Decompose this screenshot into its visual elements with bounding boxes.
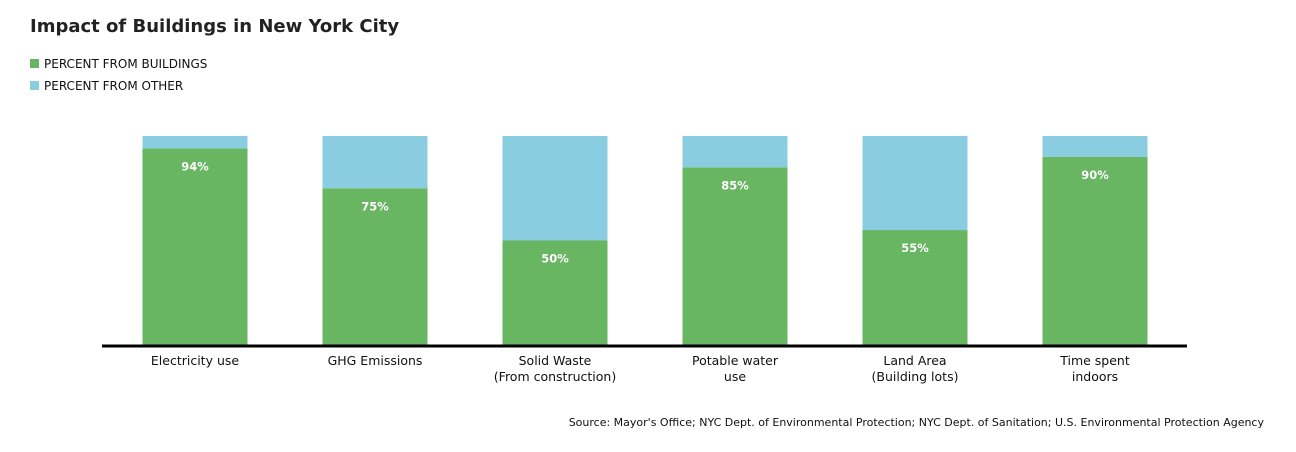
x-tick-label: Land Area (Building lots) (871, 353, 959, 384)
value-label: 90% (1081, 168, 1109, 182)
value-label: 55% (901, 241, 929, 255)
x-tick-label: Solid Waste (From construction) (493, 353, 617, 384)
bar-segment (682, 167, 788, 345)
x-tick-label: Time spent indoors (1060, 353, 1130, 384)
x-tick-label: Electricity use (150, 353, 240, 368)
value-label: 75% (361, 199, 389, 213)
bar-segment (862, 136, 968, 231)
legend-label: PERCENT FROM OTHER (44, 79, 183, 93)
x-tick-label: Potable water use (692, 353, 778, 384)
bar-segment (682, 136, 788, 168)
chart-title: Impact of Buildings in New York City (30, 16, 399, 37)
value-label: 50% (541, 252, 569, 266)
value-label: 85% (721, 178, 749, 192)
bar-segment (322, 136, 428, 189)
legend-swatch (30, 81, 39, 90)
value-label: 94% (181, 160, 209, 174)
legend-label: PERCENT FROM BUILDINGS (44, 57, 207, 71)
x-tick-label: GHG Emissions (327, 353, 423, 368)
bar-segment (142, 148, 248, 345)
bar-segment (1042, 156, 1148, 345)
bar-segment (502, 240, 608, 345)
bar-segment (142, 136, 248, 149)
bar-segment (1042, 136, 1148, 157)
legend-swatch (30, 59, 39, 68)
source-note: Source: Mayor's Office; NYC Dept. of Env… (569, 416, 1265, 429)
bar-segment (502, 136, 608, 241)
bar-segment (862, 230, 968, 345)
bar-segment (322, 188, 428, 345)
